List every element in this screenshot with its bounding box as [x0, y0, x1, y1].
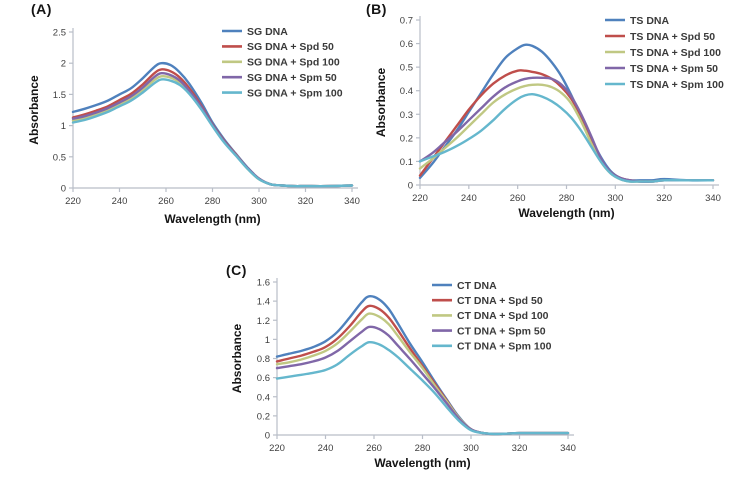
x-tick-label: 240 [461, 193, 477, 204]
x-tick-label: 280 [415, 443, 431, 454]
x-tick-label: 300 [463, 443, 479, 454]
y-tick-label: 1 [265, 335, 270, 346]
x-tick-label: 340 [705, 193, 721, 204]
y-tick-label: 0.2 [400, 133, 413, 144]
legend-label: CT DNA + Spd 50 [457, 295, 543, 307]
legend-label: SG DNA + Spm 50 [247, 72, 337, 84]
y-axis-title: Absorbance [27, 75, 41, 145]
legend-label: SG DNA + Spd 100 [247, 57, 340, 69]
x-tick-label: 260 [158, 196, 174, 207]
legend-label: TS DNA [630, 15, 670, 27]
x-tick-label: 340 [560, 443, 576, 454]
x-axis-title: Wavelength (nm) [518, 206, 614, 220]
x-tick-label: 240 [112, 196, 128, 207]
legend-label: TS DNA + Spm 100 [630, 79, 724, 91]
y-tick-label: 0.1 [400, 157, 413, 168]
legend-label: CT DNA + Spd 100 [457, 310, 549, 322]
y-tick-label: 0.4 [400, 86, 413, 97]
chart-svg-b: 0 0.1 0.2 0.3 0.4 0.5 0.6 0.7 220 240 260 280 300 320… [374, 15, 724, 220]
y-tick-label: 0.4 [257, 392, 270, 403]
y-tick-label: 0.5 [53, 152, 66, 163]
x-tick-label: 300 [251, 196, 267, 207]
x-tick-label: 340 [344, 196, 360, 207]
legend-label: TS DNA + Spd 100 [630, 47, 721, 59]
y-tick-label: 0.2 [257, 411, 270, 422]
panel-c: (C) 0 0.2 0.4 0.6 0.8 1 1.2 1.4 1.6 220 240 260 280 3… [195, 255, 595, 499]
panel-a-label: (A) [31, 1, 52, 17]
panel-c-label: (C) [226, 262, 247, 278]
series-line [71, 78, 354, 188]
legend-label: SG DNA [247, 26, 288, 38]
legend-label: CT DNA + Spm 50 [457, 325, 546, 337]
y-tick-label: 0.8 [257, 354, 270, 365]
series-line [418, 83, 715, 183]
x-tick-label: 320 [512, 443, 528, 454]
y-tick-label: 0 [408, 181, 413, 192]
x-tick-label: 220 [412, 193, 428, 204]
x-axis-title: Wavelength (nm) [374, 456, 470, 470]
y-tick-label: 1.4 [257, 297, 270, 308]
chart-svg-a: 0 0.5 1 1.5 2 2.5 220 240 260 280 300 320 340 Wavelen… [27, 26, 360, 226]
legend-label: TS DNA + Spm 50 [630, 63, 718, 75]
y-tick-label: 0.3 [400, 110, 413, 121]
x-tick-label: 260 [366, 443, 382, 454]
legend-label: SG DNA + Spd 50 [247, 41, 334, 53]
y-tick-label: 1 [61, 121, 66, 132]
x-axis-title: Wavelength (nm) [164, 212, 260, 226]
chart-svg-c: 0 0.2 0.4 0.6 0.8 1 1.2 1.4 1.6 220 240 260 280 300 32… [230, 278, 576, 471]
y-tick-label: 0.6 [400, 39, 413, 50]
x-tick-label: 320 [298, 196, 314, 207]
y-tick-label: 1.5 [53, 90, 66, 101]
series-line [418, 92, 715, 183]
y-tick-label: 1.6 [257, 278, 270, 289]
legend-label: CT DNA [457, 280, 497, 292]
y-tick-label: 0.5 [400, 63, 413, 74]
y-axis-title: Absorbance [374, 68, 388, 138]
panel-b-label: (B) [366, 1, 387, 17]
legend-label: SG DNA + Spm 100 [247, 87, 343, 99]
y-tick-label: 2 [61, 59, 66, 70]
x-tick-label: 300 [607, 193, 623, 204]
panel-b: (B) 0 0.1 0.2 0.3 0.4 0.5 0.6 0.7 220 240 260 280 30… [360, 0, 750, 250]
x-tick-label: 240 [318, 443, 334, 454]
x-tick-label: 260 [510, 193, 526, 204]
y-tick-label: 0.6 [257, 373, 270, 384]
y-tick-label: 0 [61, 184, 66, 195]
y-tick-label: 1.2 [257, 316, 270, 327]
x-tick-label: 280 [205, 196, 221, 207]
legend-label: CT DNA + Spm 100 [457, 341, 552, 353]
series-line [275, 340, 570, 436]
y-tick-label: 0 [265, 431, 270, 442]
legend-label: TS DNA + Spd 50 [630, 31, 715, 43]
y-tick-label: 2.5 [53, 28, 66, 39]
y-axis-title: Absorbance [230, 324, 244, 394]
x-tick-label: 220 [65, 196, 81, 207]
x-tick-label: 280 [559, 193, 575, 204]
y-tick-label: 0.7 [400, 16, 413, 27]
x-tick-label: 220 [269, 443, 285, 454]
x-tick-label: 320 [656, 193, 672, 204]
panel-a: (A) 0 0.5 1 1.5 2 2.5 220 240 260 280 300 320 340 Wav… [0, 0, 375, 250]
